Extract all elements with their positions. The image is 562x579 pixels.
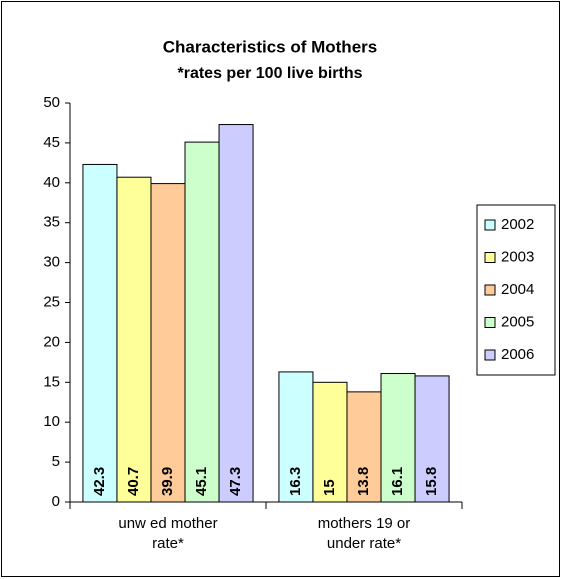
x-tick-label: unw ed mother rate* [118,515,218,552]
data-label: 42.3 [91,467,108,496]
y-tick-label: 30 [43,254,60,271]
data-label: 16.3 [287,467,304,496]
legend-label: 2006 [501,346,534,363]
data-label: 13.8 [355,467,372,496]
bar [184,141,220,503]
x-tick-label-box: mothers 19 or under rate* [317,515,411,552]
data-label: 40.7 [125,467,142,496]
y-tick-label: 0 [52,493,60,510]
bar [82,163,118,503]
y-tick-label: 40 [43,174,60,191]
y-tick-label: 5 [52,453,60,470]
legend-label: 2004 [501,281,534,298]
x-tick-label-box: unw ed mother rate* [118,515,218,552]
data-label: 45.1 [193,467,210,496]
y-tick-label: 50 [43,94,60,111]
y-tick-label: 45 [43,134,60,151]
y-tick-label: 25 [43,293,60,310]
bar [218,124,254,503]
y-tick-label: 10 [43,413,60,430]
chart-title: Characteristics of Mothers [163,37,377,56]
bar [346,391,382,503]
y-tick-label: 20 [43,333,60,350]
bar [414,375,450,503]
x-tick-label: mothers 19 or under rate* [317,515,411,552]
legend-swatch [484,252,496,263]
bar [278,371,314,503]
legend-label: 2005 [501,313,534,330]
bar [150,183,186,503]
y-tick-label: 15 [43,373,60,390]
chart-subtitle: *rates per 100 live births [178,65,363,82]
legend-label: 2002 [501,216,534,233]
legend-swatch [484,349,496,361]
data-label: 47.3 [227,467,244,496]
data-label: 15 [321,479,338,496]
bar [116,176,152,503]
bar [380,373,416,503]
legend-swatch [484,284,496,296]
data-label: 15.8 [423,467,440,496]
data-label: 39.9 [159,467,176,496]
legend-label: 2003 [501,248,534,265]
legend-swatch [484,317,496,328]
data-label: 16.1 [389,467,406,496]
legend-swatch [484,219,496,231]
y-tick-label: 35 [43,214,60,231]
